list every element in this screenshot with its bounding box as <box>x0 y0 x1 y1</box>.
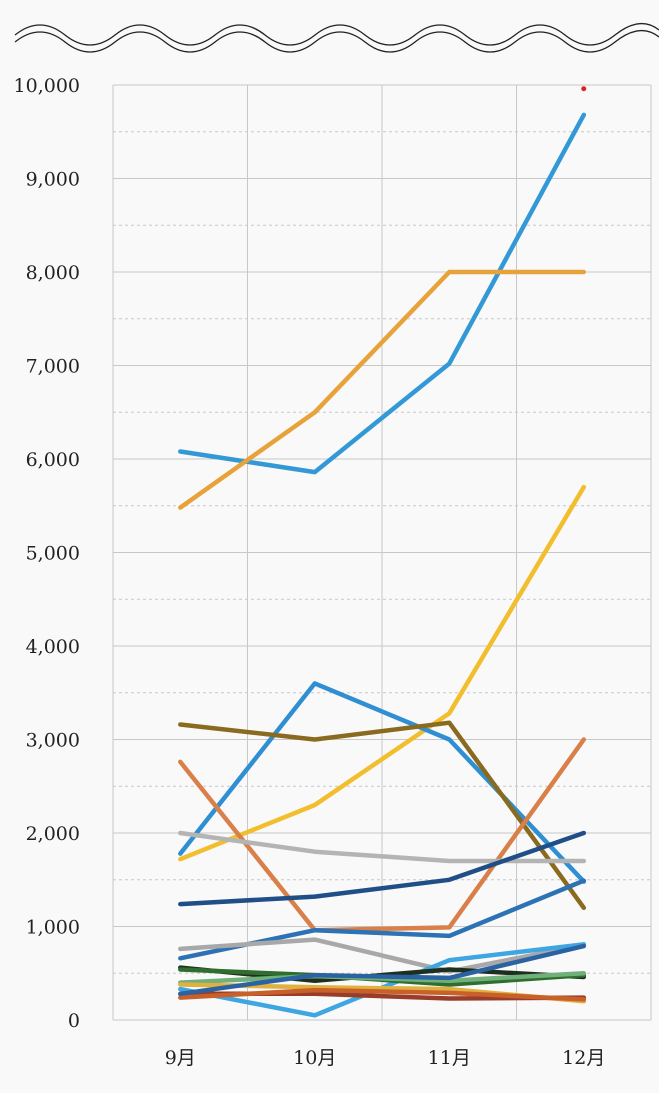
series-lines <box>178 112 587 1018</box>
x-axis: 9月 10月 11月 12月 <box>165 1047 606 1069</box>
torn-edge-wave-2 <box>14 30 659 53</box>
y-tick-label: 4,000 <box>26 636 80 658</box>
series-line <box>178 720 587 911</box>
chart-markers <box>581 86 587 92</box>
y-tick-label: 1,000 <box>26 917 80 939</box>
y-tick-label: 9,000 <box>26 169 80 191</box>
x-tick-label: 9月 <box>165 1047 196 1069</box>
y-tick-label: 0 <box>68 1010 80 1032</box>
series-line <box>178 943 587 997</box>
x-tick-label: 11月 <box>428 1047 471 1069</box>
series-line <box>178 830 587 864</box>
y-tick-label: 10,000 <box>14 75 80 97</box>
y-tick-label: 6,000 <box>26 449 80 471</box>
y-axis: 0 1,000 2,000 3,000 4,000 5,000 6,000 7,000 8,00… <box>14 75 80 1032</box>
series-line <box>178 737 587 933</box>
chart-grid <box>112 84 652 1021</box>
y-tick-label: 5,000 <box>26 543 80 565</box>
series-line <box>178 987 587 1002</box>
data-point-marker <box>581 86 587 92</box>
series-line <box>178 681 587 884</box>
y-tick-label: 8,000 <box>26 262 80 284</box>
x-tick-label: 10月 <box>293 1047 336 1069</box>
y-tick-label: 2,000 <box>26 823 80 845</box>
series-line <box>178 830 587 907</box>
y-tick-label: 3,000 <box>26 730 80 752</box>
torn-edge-wave <box>14 23 659 46</box>
series-line <box>178 937 587 974</box>
series-line <box>178 484 587 862</box>
y-tick-label: 7,000 <box>26 356 80 378</box>
x-tick-label: 12月 <box>562 1047 605 1069</box>
series-line <box>178 269 587 510</box>
